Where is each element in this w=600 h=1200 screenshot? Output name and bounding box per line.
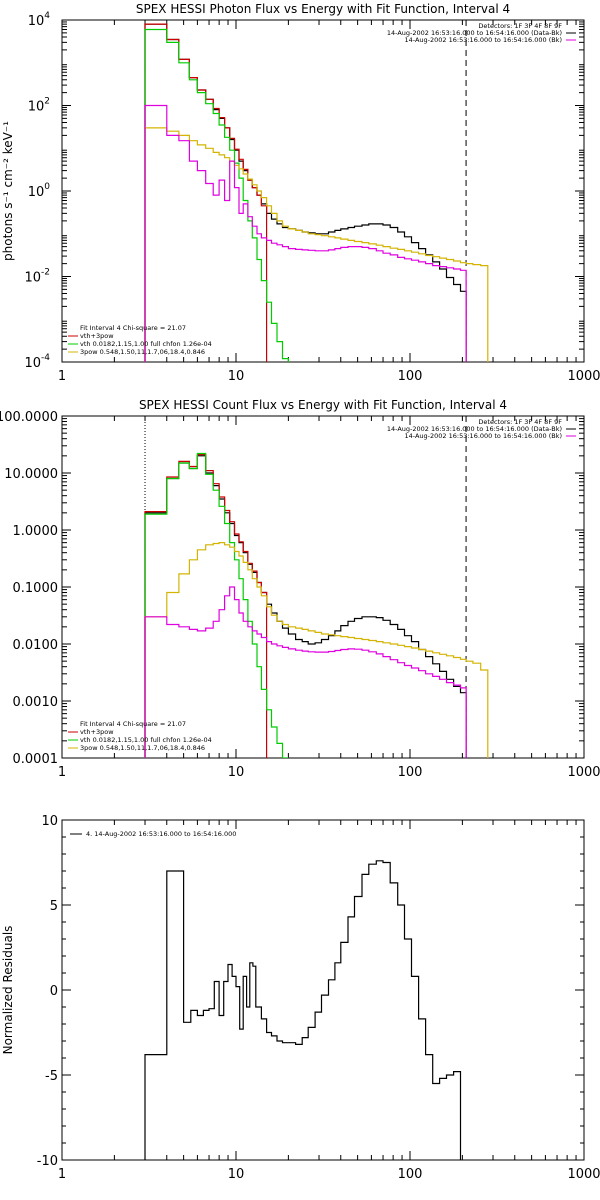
y-tick-exponent: -4: [41, 353, 50, 363]
legend-top-entry: 14-Aug-2002 16:53:16.000 to 16:54:16.000…: [387, 29, 562, 37]
series-5-line: [144, 586, 467, 758]
series-2-line: [144, 23, 268, 362]
y-tick-label: 100: [28, 182, 51, 200]
series-group: [144, 23, 489, 362]
plot-frame: [61, 415, 585, 759]
series-1-line: [144, 455, 467, 758]
y-tick-label: 10-4: [24, 353, 50, 371]
legend-bottom-entry: Fit Interval 4 Chi-square = 21.07: [80, 324, 186, 332]
plot-frame: [61, 819, 585, 1161]
legend-bottom-entry: vth+3pow: [80, 332, 114, 340]
x-tick-label: 10: [228, 369, 245, 384]
y-tick-exponent: 0: [44, 182, 50, 192]
x-tick-label: 1000: [567, 369, 600, 384]
y-tick-label: 1.0000: [13, 524, 59, 539]
y-tick-exponent: -2: [41, 268, 50, 278]
y-tick-label: 10: [41, 814, 58, 829]
series-3-line: [144, 28, 297, 362]
series-5-line: [144, 104, 467, 362]
x-tick-label: 10: [228, 765, 245, 780]
x-tick-label: 1000: [567, 1167, 600, 1182]
legend-top-entry: Detectors: 1F 3F 4F 8F 9F: [478, 418, 562, 426]
series-1-line: [144, 860, 462, 1160]
x-tick-label: 100: [398, 369, 423, 384]
y-tick-exponent: 4: [44, 11, 50, 21]
legend-top-entry: 14-Aug-2002 16:53:16.000 to 16:54:16.000…: [405, 432, 562, 440]
y-tick-label: 0: [50, 984, 58, 999]
x-tick-label: 10: [228, 1167, 245, 1182]
x-tick-label: 1: [58, 369, 66, 384]
legend-bottom-entry: vth+3pow: [80, 728, 114, 736]
legend-top-entry: Detectors: 1F 3F 4F 8F 9F: [478, 22, 562, 30]
legend-entry: 4. 14-Aug-2002 16:53:16.000 to 16:54:16.…: [86, 830, 236, 838]
legend-bottom-entry: 3pow 0.548,1.50,11,1.7,06,18.4,0.846: [80, 348, 205, 356]
x-tick-label: 100: [398, 765, 423, 780]
legend-bottom-entry: 3pow 0.548,1.50,11,1.7,06,18.4,0.846: [80, 744, 205, 752]
chart-title: SPEX HESSI Photon Flux vs Energy with Fi…: [136, 2, 510, 16]
series-group: [144, 860, 462, 1160]
y-tick-exponent: 2: [44, 97, 50, 107]
plot-frame: [61, 19, 585, 363]
y-tick-label: 0.1000: [13, 581, 59, 596]
y-tick-label: 102: [28, 97, 50, 115]
x-tick-label: 100: [398, 1167, 423, 1182]
chart-title: SPEX HESSI Count Flux vs Energy with Fit…: [139, 398, 507, 412]
legend-bottom-entry: Fit Interval 4 Chi-square = 21.07: [80, 720, 186, 728]
y-axis-label: Normalized Residuals: [1, 926, 15, 1055]
legend-bottom-entry: vth 0.0182,1.15,1.00 full chfon 1.26e-04: [80, 340, 212, 348]
chart-3: 1 10 100 1000 10 5 0 -5 -10 Normalized Residuals 4…: [1, 814, 600, 1182]
series-4-line: [144, 127, 489, 362]
y-tick-label: 5: [50, 899, 58, 914]
y-tick-label: 0.0100: [13, 638, 59, 653]
x-tick-label: 1: [58, 1167, 66, 1182]
y-tick-label: 0.0010: [13, 695, 59, 710]
y-tick-label: -5: [45, 1069, 58, 1084]
x-tick-label: 1: [58, 765, 66, 780]
x-tick-label: 1000: [567, 765, 600, 780]
y-tick-label: 10.0000: [4, 467, 58, 482]
y-tick-label: 10-2: [24, 268, 50, 286]
legend-bottom-entry: vth 0.0182,1.15,1.00 full chfon 1.26e-04: [80, 736, 212, 744]
legend-top-entry: 14-Aug-2002 16:53:16.000 to 16:54:16.000…: [387, 425, 562, 433]
y-tick-label: -10: [37, 1154, 58, 1169]
y-tick-label: 104: [28, 11, 51, 29]
legend-top-entry: 14-Aug-2002 16:53:16.000 to 16:54:16.000…: [405, 36, 562, 44]
chart-1: SPEX HESSI Photon Flux vs Energy with Fi…: [1, 2, 600, 384]
y-tick-label: 0.0001: [13, 752, 59, 767]
y-axis-label: photons s⁻¹ cm⁻² keV⁻¹: [1, 121, 15, 261]
chart-2: SPEX HESSI Count Flux vs Energy with Fit…: [0, 398, 600, 780]
y-tick-label: 100.0000: [0, 410, 58, 425]
series-1-line: [144, 23, 467, 362]
series-4-line: [144, 542, 489, 758]
series-group: [144, 452, 489, 758]
